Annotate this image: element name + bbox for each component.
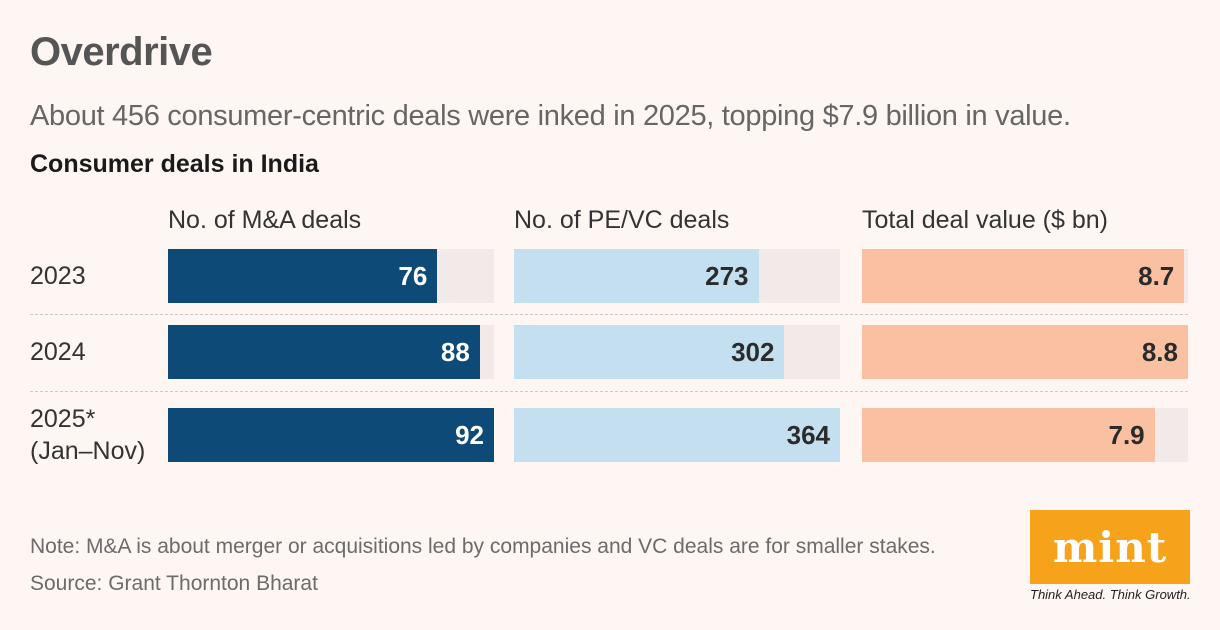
footnote: Note: M&A is about merger or acquisition… xyxy=(30,535,936,558)
bar xyxy=(514,408,840,462)
logo-text: mint xyxy=(1052,522,1168,572)
bar xyxy=(514,325,785,379)
row-label-line: (Jan–Nov) xyxy=(30,437,146,465)
bar xyxy=(514,249,759,303)
page-subtitle: About 456 consumer-centric deals were in… xyxy=(30,100,1071,132)
mint-logo: mint xyxy=(1030,510,1190,584)
bar-value-label: 8.7 xyxy=(1138,261,1175,291)
bar-value-label: 273 xyxy=(705,261,749,291)
bar-value-label: 76 xyxy=(398,261,428,291)
bar xyxy=(168,408,494,462)
bar xyxy=(168,325,480,379)
row-label: 2024 xyxy=(30,336,86,368)
row-divider xyxy=(30,314,1188,315)
column-header: No. of PE/VC deals xyxy=(514,206,730,234)
logo-tagline: Think Ahead. Think Growth. xyxy=(1030,587,1191,602)
column-header: No. of M&A deals xyxy=(168,206,362,234)
page-title: Overdrive xyxy=(30,30,213,74)
row-label-line: 2023 xyxy=(30,262,86,290)
bar xyxy=(862,325,1188,379)
bar-value-label: 8.8 xyxy=(1141,337,1178,367)
bar-value-label: 302 xyxy=(731,337,775,367)
bar-value-label: 92 xyxy=(455,420,484,450)
bar xyxy=(168,249,438,303)
row-label: 2023 xyxy=(30,260,86,292)
bar xyxy=(862,249,1185,303)
source-note: Source: Grant Thornton Bharat xyxy=(30,572,318,595)
bar-value-label: 7.9 xyxy=(1108,420,1145,450)
row-divider xyxy=(30,391,1188,392)
row-label: 2025* (Jan–Nov) xyxy=(30,403,145,467)
bar-value-label: 364 xyxy=(786,420,830,450)
row-label-line: 2025* xyxy=(30,405,96,433)
bar xyxy=(862,408,1155,462)
column-header: Total deal value ($ bn) xyxy=(862,206,1108,234)
row-label-line: 2024 xyxy=(30,338,86,366)
chart-title: Consumer deals in India xyxy=(30,150,319,178)
bar-value-label: 88 xyxy=(440,337,470,367)
